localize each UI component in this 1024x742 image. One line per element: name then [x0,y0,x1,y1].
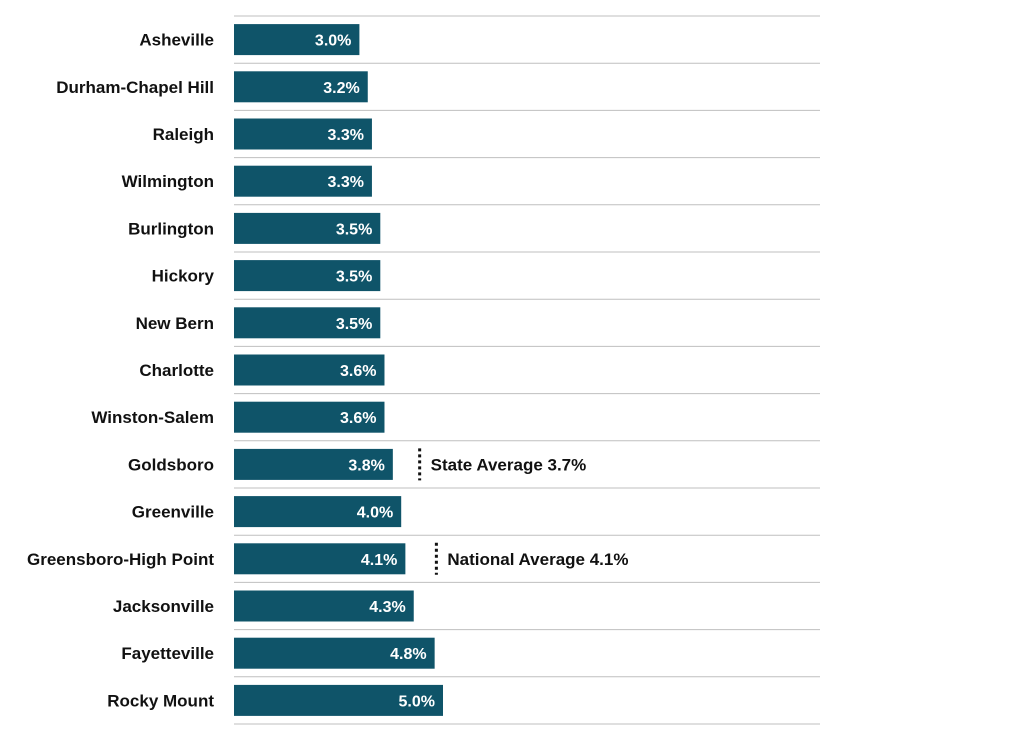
value-label: 3.3% [327,127,363,144]
bar [234,118,372,150]
value-label: 4.3% [369,599,405,616]
value-label: 3.5% [336,221,372,238]
reference-lines: State Average 3.7% National Average 4.1% [418,448,628,575]
value-label: 4.0% [357,505,393,522]
bar [234,448,393,480]
category-label: New Bern [136,314,214,333]
category-label: Charlotte [139,361,214,380]
value-label: 3.3% [327,174,363,191]
category-label: Burlington [128,219,214,238]
reference-line-label: State Average 3.7% [431,455,587,474]
category-label: Fayetteville [121,644,214,663]
category-label: Rocky Mount [107,691,214,710]
bar [234,71,368,103]
value-label: 3.0% [315,33,351,50]
value-label: 3.6% [340,410,376,427]
category-label: Winston-Salem [91,408,214,427]
category-label: Greenville [132,503,214,522]
value-labels: 3.0% 3.2% 3.3% 3.3% 3.5% 3.5% 3.5% 3.6% 3.6% 3.8%… [315,33,435,711]
category-label: Wilmington [122,172,214,191]
bar [234,637,435,669]
bars [234,24,443,716]
bar [234,543,406,575]
category-label: Durham-Chapel Hill [56,78,214,97]
bar [234,684,443,716]
bar [234,165,372,197]
value-label: 3.8% [348,457,384,474]
value-label: 3.6% [340,363,376,380]
bar [234,307,381,339]
value-label: 3.5% [336,316,372,333]
value-label: 3.2% [323,80,359,97]
category-label: Jacksonville [113,597,214,616]
value-label: 3.5% [336,269,372,286]
category-label: Raleigh [153,125,214,144]
bar [234,260,381,292]
reference-line-label: National Average 4.1% [447,550,628,569]
category-label: Greensboro-High Point [27,550,214,569]
bar [234,496,402,528]
value-label: 4.1% [361,552,397,569]
gridlines [234,15,820,725]
bar [234,212,381,244]
value-label: 5.0% [399,693,435,710]
category-label: Asheville [139,31,214,50]
bar [234,590,414,622]
value-label: 4.8% [390,646,426,663]
category-label: Goldsboro [128,455,214,474]
category-label: Hickory [152,267,215,286]
bar [234,24,360,56]
category-labels: Asheville Durham-Chapel Hill Raleigh Wilmin… [27,31,215,711]
bar [234,354,385,386]
bar [234,401,385,433]
